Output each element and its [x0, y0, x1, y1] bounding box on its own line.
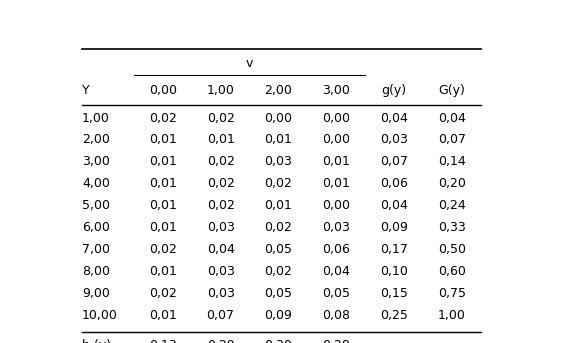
Text: h₂(v): h₂(v): [82, 339, 112, 343]
Text: 0,02: 0,02: [207, 199, 234, 212]
Text: 0,01: 0,01: [149, 155, 177, 168]
Text: 0,08: 0,08: [322, 309, 350, 322]
Text: 0,01: 0,01: [149, 177, 177, 190]
Text: 0,02: 0,02: [207, 155, 234, 168]
Text: 5,00: 5,00: [82, 199, 110, 212]
Text: 0,30: 0,30: [265, 339, 293, 343]
Text: G(y): G(y): [438, 83, 465, 96]
Text: 0,04: 0,04: [438, 111, 466, 125]
Text: 0,01: 0,01: [207, 133, 234, 146]
Text: v: v: [246, 57, 253, 70]
Text: 0,02: 0,02: [265, 221, 293, 234]
Text: 0,03: 0,03: [207, 221, 234, 234]
Text: 0,02: 0,02: [149, 111, 177, 125]
Text: 0,01: 0,01: [265, 199, 293, 212]
Text: 0,09: 0,09: [380, 221, 408, 234]
Text: 0,14: 0,14: [438, 155, 466, 168]
Text: 0,29: 0,29: [207, 339, 234, 343]
Text: 0,01: 0,01: [149, 309, 177, 322]
Text: 2,00: 2,00: [265, 83, 293, 96]
Text: 0,04: 0,04: [380, 199, 408, 212]
Text: 7,00: 7,00: [82, 243, 110, 256]
Text: 0,03: 0,03: [265, 155, 293, 168]
Text: 0,02: 0,02: [207, 177, 234, 190]
Text: Y: Y: [82, 83, 90, 96]
Text: 0,02: 0,02: [265, 265, 293, 278]
Text: 0,01: 0,01: [265, 133, 293, 146]
Text: 0,75: 0,75: [438, 287, 466, 300]
Text: 0,00: 0,00: [149, 83, 177, 96]
Text: 0,01: 0,01: [149, 265, 177, 278]
Text: 0,24: 0,24: [438, 199, 466, 212]
Text: 0,01: 0,01: [149, 221, 177, 234]
Text: 2,00: 2,00: [82, 133, 110, 146]
Text: 0,06: 0,06: [380, 177, 408, 190]
Text: 0,02: 0,02: [149, 243, 177, 256]
Text: 0,10: 0,10: [380, 265, 408, 278]
Text: 0,01: 0,01: [322, 177, 350, 190]
Text: 0,02: 0,02: [265, 177, 293, 190]
Text: 1,00: 1,00: [438, 309, 466, 322]
Text: 3,00: 3,00: [82, 155, 110, 168]
Text: 1,00: 1,00: [82, 111, 110, 125]
Text: 0,01: 0,01: [149, 133, 177, 146]
Text: 0,17: 0,17: [380, 243, 408, 256]
Text: 0,00: 0,00: [322, 111, 350, 125]
Text: 0,05: 0,05: [265, 287, 293, 300]
Text: 0,09: 0,09: [265, 309, 293, 322]
Text: 0,01: 0,01: [322, 155, 350, 168]
Text: 6,00: 6,00: [82, 221, 110, 234]
Text: 0,25: 0,25: [380, 309, 408, 322]
Text: 0,03: 0,03: [380, 133, 408, 146]
Text: 0,33: 0,33: [438, 221, 466, 234]
Text: 1,00: 1,00: [207, 83, 234, 96]
Text: 9,00: 9,00: [82, 287, 110, 300]
Text: 0,15: 0,15: [380, 287, 408, 300]
Text: 4,00: 4,00: [82, 177, 110, 190]
Text: 0,00: 0,00: [322, 199, 350, 212]
Text: 0,02: 0,02: [149, 287, 177, 300]
Text: 0,03: 0,03: [207, 265, 234, 278]
Text: 10,00: 10,00: [82, 309, 118, 322]
Text: g(y): g(y): [381, 83, 407, 96]
Text: 0,60: 0,60: [438, 265, 466, 278]
Text: 0,02: 0,02: [207, 111, 234, 125]
Text: 0,13: 0,13: [149, 339, 177, 343]
Text: 3,00: 3,00: [322, 83, 350, 96]
Text: 0,03: 0,03: [322, 221, 350, 234]
Text: 0,28: 0,28: [322, 339, 350, 343]
Text: 0,00: 0,00: [265, 111, 293, 125]
Text: 0,20: 0,20: [438, 177, 466, 190]
Text: 0,04: 0,04: [380, 111, 408, 125]
Text: 0,05: 0,05: [265, 243, 293, 256]
Text: 0,04: 0,04: [207, 243, 234, 256]
Text: 0,50: 0,50: [438, 243, 466, 256]
Text: 0,04: 0,04: [322, 265, 350, 278]
Text: 0,00: 0,00: [322, 133, 350, 146]
Text: 0,07: 0,07: [206, 309, 234, 322]
Text: 0,03: 0,03: [207, 287, 234, 300]
Text: 0,05: 0,05: [322, 287, 350, 300]
Text: 0,06: 0,06: [322, 243, 350, 256]
Text: 0,01: 0,01: [149, 199, 177, 212]
Text: 0,07: 0,07: [438, 133, 466, 146]
Text: 0,07: 0,07: [380, 155, 408, 168]
Text: 8,00: 8,00: [82, 265, 110, 278]
